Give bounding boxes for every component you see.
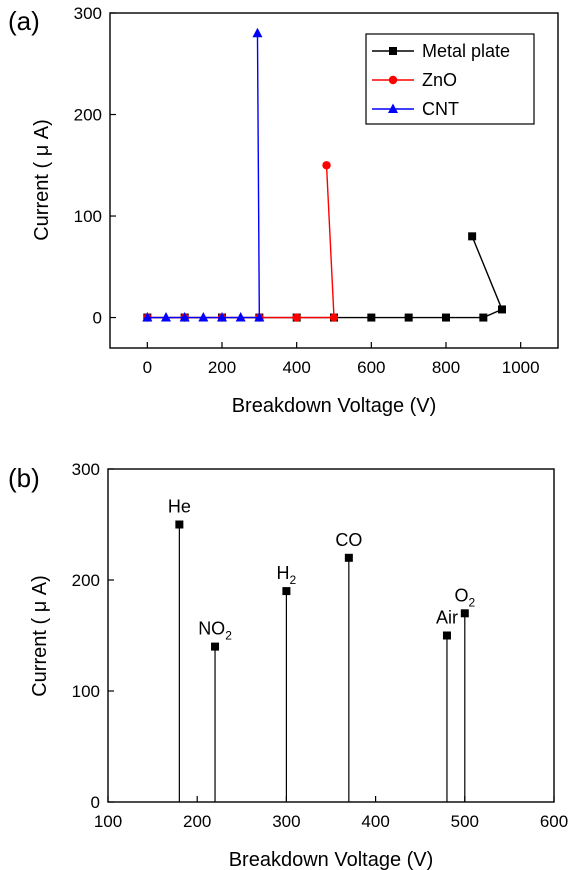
data-point <box>161 312 171 322</box>
data-point <box>442 631 451 640</box>
panel-b-x-axis-label: Breakdown Voltage (V) <box>229 849 434 870</box>
y-tick-label: 200 <box>72 571 100 590</box>
x-tick-label: 100 <box>94 812 122 831</box>
y-tick-label: 300 <box>74 4 102 23</box>
legend-marker <box>389 47 397 55</box>
panel-a-plot-frame <box>109 12 559 349</box>
legend-label: ZnO <box>422 70 457 90</box>
legend-label: CNT <box>422 99 459 119</box>
data-point <box>282 587 291 596</box>
panel-a-y-axis-label: Current ( μ A) <box>31 119 53 241</box>
panel-a-x-axis-label: Breakdown Voltage (V) <box>232 395 437 417</box>
data-point <box>292 313 301 322</box>
point-annotation: CO <box>335 530 362 550</box>
point-annotation: H2 <box>277 563 297 587</box>
data-point <box>404 313 413 322</box>
y-tick-label: 200 <box>74 106 102 125</box>
x-tick-label: 500 <box>451 812 479 831</box>
y-tick-label: 0 <box>93 309 102 328</box>
x-tick-label: 400 <box>282 358 310 377</box>
data-point <box>468 232 477 241</box>
x-tick-label: 300 <box>272 812 300 831</box>
data-point <box>442 313 450 322</box>
point-annotation: NO2 <box>198 619 232 643</box>
data-point <box>211 642 220 651</box>
x-tick-label: 600 <box>357 358 385 377</box>
data-point <box>367 313 376 322</box>
legend-marker <box>388 103 398 113</box>
point-annotation: Air <box>436 608 458 628</box>
data-point <box>344 553 353 562</box>
series-line-cnt <box>147 33 261 319</box>
x-tick-label: 600 <box>540 812 568 831</box>
data-point <box>235 312 246 322</box>
panel-b-label: (b) <box>8 463 40 493</box>
y-tick-label: 300 <box>72 460 100 479</box>
data-point <box>198 312 209 322</box>
x-tick-label: 200 <box>208 358 236 377</box>
data-point <box>252 27 263 38</box>
y-tick-label: 100 <box>72 682 100 701</box>
point-annotation: O2 <box>454 585 475 609</box>
x-tick-label: 1000 <box>502 358 540 377</box>
panel-a-ticks: 0 200 400 600 800 1000 0 100 200 300 <box>74 4 540 377</box>
data-point <box>175 520 184 529</box>
series-line-zno <box>147 165 335 319</box>
panel-a-label: (a) <box>8 6 40 36</box>
data-point <box>498 305 506 314</box>
legend-label: Metal plate <box>422 41 510 61</box>
data-point <box>254 312 265 322</box>
x-tick-label: 400 <box>361 812 389 831</box>
legend-marker <box>388 75 398 85</box>
data-point <box>142 312 153 322</box>
panel-a: (a) 0 200 400 600 800 1000 0 100 200 300 Breakdow… <box>8 4 559 417</box>
data-point <box>322 161 331 170</box>
panel-b-y-axis-label: Current ( μ A) <box>29 575 51 697</box>
legend: Metal plate ZnO CNT <box>365 33 535 125</box>
data-point <box>179 312 190 322</box>
y-tick-label: 100 <box>74 207 102 226</box>
x-tick-label: 0 <box>143 358 152 377</box>
panel-a-series <box>142 27 506 322</box>
x-tick-label: 800 <box>432 358 460 377</box>
panel-b-plot-frame <box>107 468 555 803</box>
series-line-metal-plate <box>147 236 503 319</box>
point-annotation: He <box>168 497 191 517</box>
data-point <box>217 312 227 322</box>
data-point <box>479 313 488 322</box>
data-point <box>460 609 469 618</box>
data-point <box>329 313 339 322</box>
x-tick-label: 200 <box>183 812 211 831</box>
y-tick-label: 0 <box>91 793 100 812</box>
